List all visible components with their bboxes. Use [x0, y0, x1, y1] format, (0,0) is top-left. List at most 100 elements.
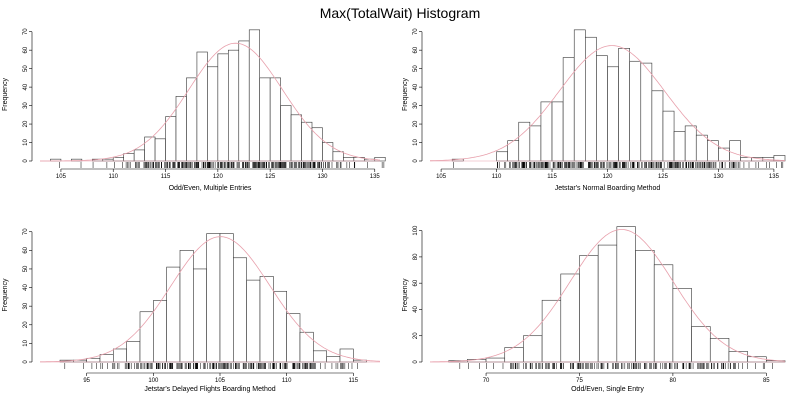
histogram-bar — [560, 273, 580, 363]
histogram-bar — [154, 138, 166, 162]
panel-jetstar-normal: 105 110 115 120 125 130 135 0 10 20 30 40 50 60 70 Jets… — [402, 28, 786, 192]
y-axis-title: Frequency — [2, 278, 9, 312]
histogram-bar — [233, 257, 247, 363]
y-tick-label: 20 — [23, 321, 29, 328]
page-title: Max(TotalWait) Histogram — [319, 5, 481, 21]
histogram-bar — [259, 276, 274, 363]
histogram-bar — [504, 347, 524, 363]
histogram-bar — [99, 354, 114, 363]
y-tick-label: 40 — [23, 83, 29, 90]
histogram-bar — [311, 127, 323, 162]
x-tick-label: 125 — [265, 174, 276, 180]
x-tick-label: 110 — [282, 378, 292, 384]
density-curve — [40, 42, 381, 162]
histogram-bar — [485, 357, 506, 363]
y-tick-label: 0 — [413, 360, 419, 364]
histogram-bar — [259, 77, 271, 162]
y-tick-label: 60 — [413, 46, 419, 53]
x-tick-label: 85 — [763, 378, 770, 384]
histogram-bar — [112, 157, 124, 162]
y-tick-label: 30 — [23, 302, 29, 309]
histogram-bar — [332, 151, 344, 162]
histogram-bar — [618, 48, 630, 162]
histogram-bar — [144, 136, 156, 162]
histogram-bar — [217, 53, 229, 162]
histogram-bar — [651, 90, 664, 162]
histogram-bar — [207, 66, 219, 162]
y-tick-label: 20 — [23, 120, 29, 127]
histogram-bar — [196, 51, 208, 162]
histogram-bar — [635, 250, 655, 363]
histogram-bar — [540, 101, 553, 162]
histogram-bar — [290, 114, 302, 162]
x-tick-label: 75 — [576, 378, 583, 384]
x-tick-label: 115 — [161, 174, 171, 180]
histogram-bar — [193, 268, 207, 363]
histogram-bar — [179, 250, 194, 363]
histogram-bar — [695, 134, 708, 162]
x-tick-label: 100 — [148, 378, 159, 384]
y-tick-label: 10 — [23, 139, 29, 146]
x-tick-label: 105 — [56, 174, 67, 180]
y-tick-label: 70 — [413, 28, 419, 35]
histogram-bar — [597, 244, 618, 363]
histogram-bar — [228, 49, 240, 162]
histogram-bar — [529, 125, 542, 162]
histogram-bar — [126, 341, 141, 363]
density-curve — [430, 45, 786, 162]
histogram-bar — [728, 351, 748, 363]
y-tick-label: 40 — [23, 284, 29, 291]
y-tick-label: 60 — [23, 46, 29, 53]
x-tick-label: 135 — [370, 174, 381, 180]
y-tick-label: 100 — [413, 225, 419, 236]
histogram-bar — [709, 338, 730, 363]
histogram-bar — [246, 279, 261, 363]
x-tick-label: 125 — [658, 174, 669, 180]
histogram-bar — [280, 105, 292, 162]
x-tick-label: 130 — [713, 174, 724, 180]
y-tick-label: 50 — [23, 265, 29, 272]
histogram-bar — [729, 140, 741, 162]
histogram-bar — [596, 55, 608, 162]
histogram-bar — [113, 348, 127, 363]
rug-marks — [453, 162, 784, 168]
histogram-bar — [86, 357, 101, 363]
y-tick-label: 0 — [413, 159, 419, 163]
x-tick-label: 110 — [108, 174, 118, 180]
histogram-bar — [740, 157, 753, 162]
density-curve — [40, 236, 381, 363]
histogram-bar — [286, 313, 301, 363]
histogram-bar — [326, 356, 341, 363]
histogram-bar — [629, 60, 642, 162]
histogram-bar — [718, 147, 730, 162]
y-axis-title: Frequency — [402, 278, 409, 312]
histogram-bar — [523, 335, 543, 363]
histogram-bar — [313, 350, 327, 363]
y-tick-label: 40 — [413, 305, 419, 312]
histogram-bar — [672, 288, 692, 363]
y-tick-label: 30 — [413, 102, 419, 109]
x-axis-title: Jetstar's Delayed Flights Boarding Metho… — [144, 386, 275, 393]
y-tick-label: 70 — [23, 228, 29, 235]
histogram-bar — [166, 266, 181, 363]
y-tick-label: 40 — [413, 83, 419, 90]
x-tick-label: 115 — [349, 378, 359, 384]
density-curve — [430, 229, 786, 363]
x-tick-label: 135 — [769, 174, 780, 180]
histogram-bar — [691, 326, 711, 363]
panel-odd-even-single: 70 75 80 85 0 20 40 60 80 100 Odd/Even, Single Ent… — [402, 225, 786, 393]
histogram-bar — [123, 153, 135, 162]
histogram-bar — [640, 62, 653, 162]
rug-marks — [59, 162, 385, 168]
histogram-bar — [299, 331, 314, 363]
histogram-bar — [153, 300, 167, 363]
histogram-bar — [206, 233, 221, 363]
y-tick-label: 20 — [413, 332, 419, 339]
x-tick-label: 105 — [215, 378, 226, 384]
y-tick-label: 60 — [23, 246, 29, 253]
histogram-bar — [322, 142, 334, 162]
y-tick-label: 60 — [413, 279, 419, 286]
x-tick-label: 120 — [213, 174, 224, 180]
x-tick-label: 130 — [317, 174, 328, 180]
panel-odd-even-multiple: 105 110 115 120 125 130 135 0 10 20 30 40 50 60 70 Odd/… — [2, 28, 386, 192]
